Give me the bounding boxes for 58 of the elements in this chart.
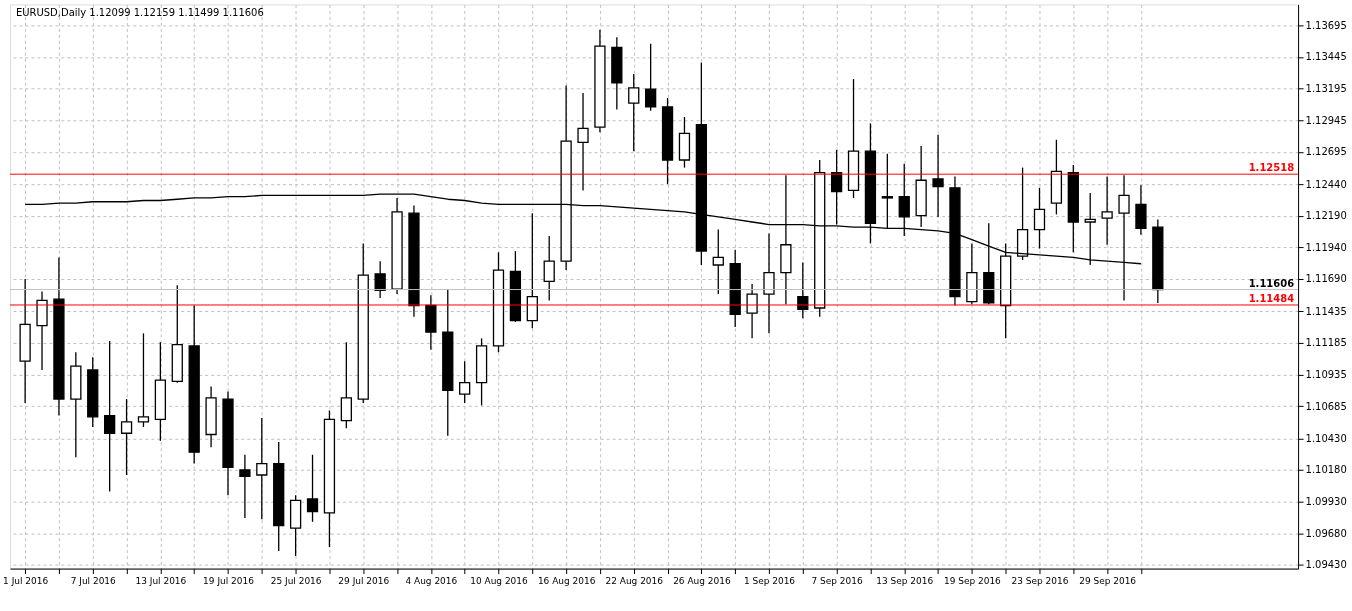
x-tick-label: 1 Jul 2016 bbox=[3, 576, 49, 587]
y-tick-label: 1.11185 bbox=[1305, 337, 1347, 349]
y-tick-label: 1.12695 bbox=[1305, 146, 1347, 158]
y-tick-label: 1.09430 bbox=[1305, 559, 1347, 571]
candlestick bbox=[1033, 187, 1046, 250]
y-tick-label: 1.10685 bbox=[1305, 400, 1347, 412]
y-tick-label: 1.13445 bbox=[1305, 51, 1347, 63]
x-tick-label: 7 Sep 2016 bbox=[811, 576, 863, 587]
y-tick-label: 1.13195 bbox=[1305, 83, 1347, 95]
y-tick-label: 1.11940 bbox=[1305, 241, 1347, 253]
candlestick bbox=[256, 417, 268, 520]
y-tick-label: 1.12945 bbox=[1305, 114, 1347, 126]
candlestick bbox=[932, 134, 944, 218]
candlestick bbox=[104, 340, 116, 493]
x-tick-label: 1 Sep 2016 bbox=[743, 576, 796, 587]
x-tick-label: 10 Aug 2016 bbox=[470, 576, 529, 587]
y-tick-label: 1.13695 bbox=[1305, 19, 1347, 31]
candlestick bbox=[306, 454, 319, 523]
candlestick bbox=[577, 92, 589, 192]
candlestick bbox=[137, 332, 150, 428]
ref-line-label: 1.11484 bbox=[1248, 292, 1295, 304]
x-tick-label: 26 Aug 2016 bbox=[673, 576, 731, 587]
y-tick-label: 1.10430 bbox=[1305, 432, 1347, 444]
candlestick bbox=[645, 42, 657, 112]
ref-line-label: 1.11606 bbox=[1248, 277, 1295, 289]
y-tick-label: 1.11435 bbox=[1305, 305, 1347, 317]
candlestick bbox=[459, 360, 471, 404]
candlestick bbox=[120, 398, 133, 476]
x-tick-label: 29 Sep 2016 bbox=[1079, 576, 1137, 587]
y-tick-label: 1.10180 bbox=[1305, 464, 1347, 476]
ref-line-label: 1.12518 bbox=[1248, 162, 1295, 174]
y-tick-label: 1.09930 bbox=[1305, 496, 1347, 508]
x-tick-label: 22 Aug 2016 bbox=[605, 576, 664, 587]
y-tick-label: 1.12190 bbox=[1305, 210, 1347, 222]
candlestick bbox=[763, 232, 775, 334]
y-tick-label: 1.09680 bbox=[1305, 527, 1347, 539]
x-tick-label: 7 Jul 2016 bbox=[70, 576, 117, 587]
x-tick-label: 19 Jul 2016 bbox=[203, 576, 255, 587]
x-tick-label: 23 Sep 2016 bbox=[1011, 576, 1069, 587]
candlestick bbox=[239, 454, 251, 519]
y-tick-label: 1.10935 bbox=[1305, 368, 1347, 380]
x-tick-label: 29 Jul 2016 bbox=[338, 576, 390, 587]
x-tick-label: 25 Jul 2016 bbox=[270, 576, 322, 587]
x-tick-label: 13 Sep 2016 bbox=[876, 576, 934, 587]
y-tick-label: 1.12440 bbox=[1305, 178, 1347, 190]
y-tick-label: 1.11690 bbox=[1305, 273, 1347, 285]
candlestick bbox=[543, 235, 555, 302]
candlestick bbox=[340, 341, 352, 429]
x-tick-label: 13 Jul 2016 bbox=[135, 576, 187, 587]
candlestick bbox=[628, 73, 640, 152]
x-tick-label: 16 Aug 2016 bbox=[537, 576, 596, 587]
candlestick bbox=[746, 283, 758, 340]
candlestick bbox=[374, 260, 386, 299]
x-tick-label: 4 Aug 2016 bbox=[405, 576, 458, 587]
x-tick-label: 19 Sep 2016 bbox=[943, 576, 1002, 587]
chart-title: EURUSD,Daily 1.12099 1.12159 1.11499 1.11606 bbox=[15, 7, 264, 19]
candlestick bbox=[1101, 175, 1113, 246]
candlestick bbox=[712, 228, 724, 295]
